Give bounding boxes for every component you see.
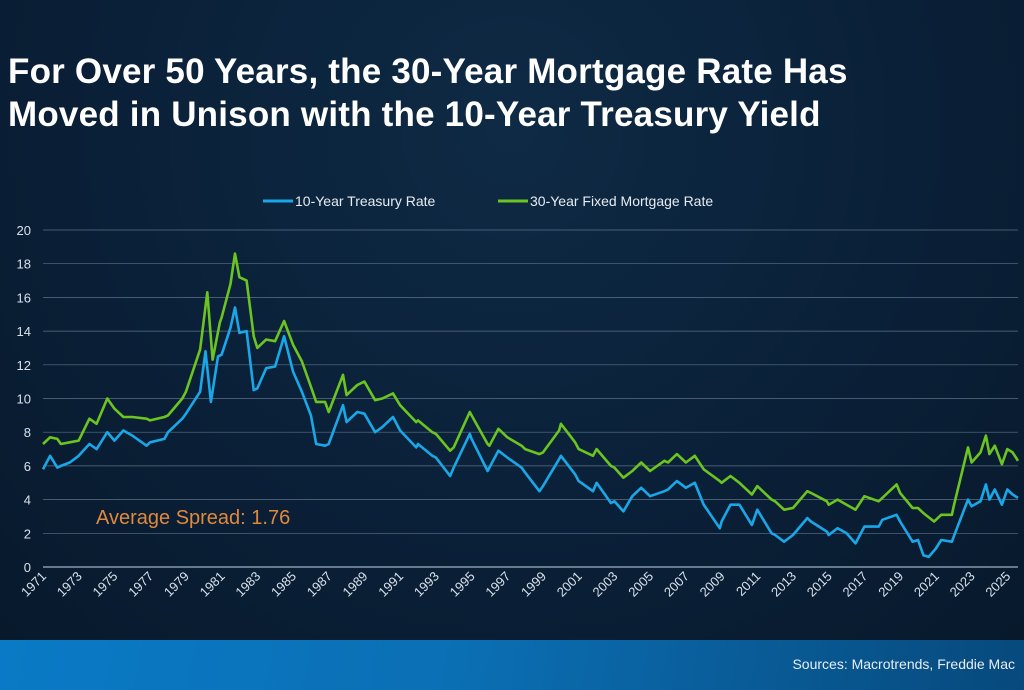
- x-tick-label: 1991: [375, 569, 406, 600]
- y-tick-label: 10: [17, 392, 31, 407]
- title-line-2: Moved in Unison with the 10-Year Treasur…: [8, 95, 821, 134]
- x-tick-label: 1985: [268, 569, 299, 600]
- legend: 10-Year Treasury Rate 30-Year Fixed Mort…: [263, 193, 713, 209]
- x-tick-label: 2025: [982, 569, 1013, 600]
- y-axis: 0 2 4 6 8 10 12 14 16 18 20: [17, 223, 31, 575]
- y-tick-label: 0: [24, 560, 31, 575]
- x-tick-label: 1987: [304, 569, 335, 600]
- x-tick-label: 2005: [625, 569, 656, 600]
- x-tick-label: 1989: [339, 569, 370, 600]
- y-tick-label: 2: [24, 526, 31, 541]
- x-tick-label: 1981: [197, 569, 228, 600]
- x-tick-label: 2015: [804, 569, 835, 600]
- x-tick-label: 2007: [661, 569, 692, 600]
- treasury-rate-line: [41, 306, 1019, 559]
- grid: [43, 229, 1018, 568]
- footer: Sources: Macrotrends, Freddie Mac: [0, 640, 1024, 690]
- x-tick-label: 2023: [947, 569, 978, 600]
- x-tick-label: 1997: [482, 569, 513, 600]
- x-tick-label: 1977: [125, 569, 156, 600]
- page-title: For Over 50 Years, the 30-Year Mortgage …: [8, 50, 848, 136]
- y-tick-label: 16: [17, 290, 31, 305]
- x-tick-label: 1971: [18, 569, 49, 600]
- x-tick-label: 1983: [232, 569, 263, 600]
- y-tick-label: 12: [17, 358, 31, 373]
- y-tick-label: 14: [17, 324, 31, 339]
- legend-label-treasury: 10-Year Treasury Rate: [295, 193, 436, 209]
- y-tick-label: 8: [24, 425, 31, 440]
- x-tick-label: 2009: [697, 569, 728, 600]
- y-tick-label: 20: [17, 223, 31, 238]
- x-tick-label: 2013: [768, 569, 799, 600]
- x-tick-label: 1975: [89, 569, 120, 600]
- x-tick-label: 1993: [411, 569, 442, 600]
- sources-text: Sources: Macrotrends, Freddie Mac: [792, 656, 1015, 672]
- series-lines: [41, 252, 1020, 559]
- average-spread-annotation: Average Spread: 1.76: [96, 507, 290, 529]
- x-tick-label: 2021: [911, 569, 942, 600]
- x-tick-label: 2001: [554, 569, 585, 600]
- mortgage-rate-line: [42, 252, 1020, 523]
- x-tick-label: 2017: [839, 569, 870, 600]
- x-tick-label: 2011: [733, 569, 763, 599]
- y-tick-label: 6: [24, 459, 31, 474]
- y-tick-label: 18: [17, 257, 31, 272]
- legend-label-mortgage: 30-Year Fixed Mortgage Rate: [530, 193, 713, 209]
- x-axis: 1971 1973 1975 1977 1979 1981 1983 1985 1987 1989…: [18, 569, 1013, 600]
- title-line-1: For Over 50 Years, the 30-Year Mortgage …: [8, 52, 848, 91]
- x-tick-label: 1995: [447, 569, 478, 600]
- x-tick-label: 1973: [54, 569, 85, 600]
- x-tick-label: 2019: [875, 569, 906, 600]
- x-tick-label: 1979: [161, 569, 192, 600]
- x-tick-label: 1999: [518, 569, 549, 600]
- y-tick-label: 4: [24, 493, 31, 508]
- x-tick-label: 2003: [589, 569, 620, 600]
